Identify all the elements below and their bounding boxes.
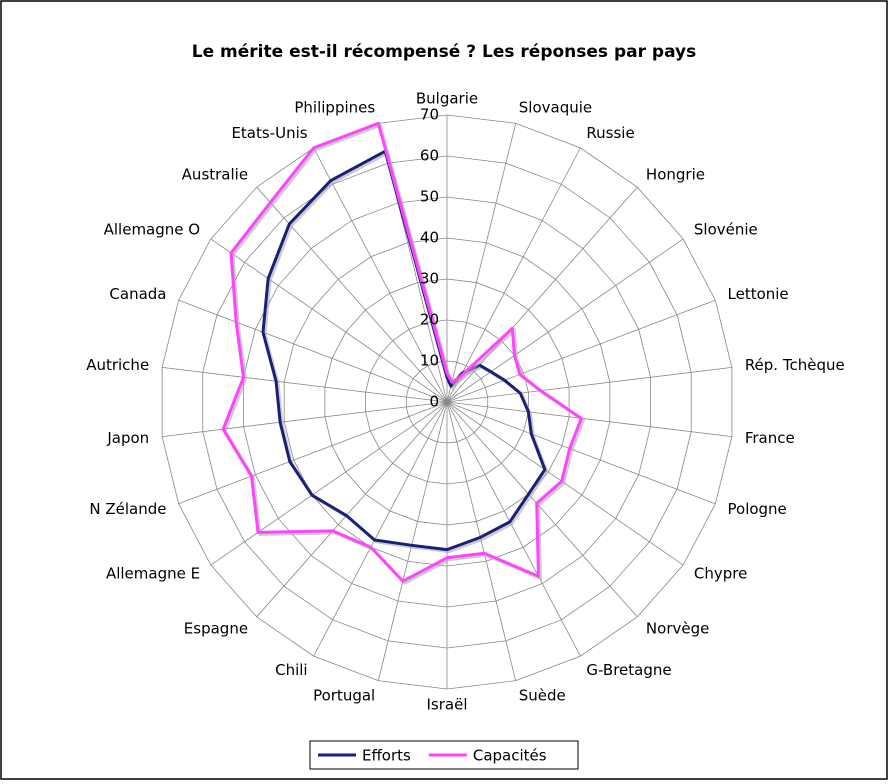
category-label: Bulgarie xyxy=(416,90,478,108)
y-tick-label: 0 xyxy=(429,393,439,411)
category-label: Hongrie xyxy=(646,166,705,184)
category-label: Rép. Tchèque xyxy=(745,356,845,374)
spoke xyxy=(446,123,517,403)
category-label: Chili xyxy=(275,661,307,679)
category-label: Slovénie xyxy=(694,220,758,238)
legend-label: Capacités xyxy=(473,747,547,765)
category-label: Chypre xyxy=(694,565,747,583)
category-label: Etats-Unis xyxy=(231,124,307,142)
category-label: Portugal xyxy=(313,687,375,705)
legend: Efforts Capacités xyxy=(318,747,547,765)
category-label: Espagne xyxy=(184,619,248,637)
legend-label: Efforts xyxy=(362,747,411,765)
y-tick-label: 20 xyxy=(420,311,439,329)
category-label: Allemagne O xyxy=(104,220,200,238)
spoke xyxy=(313,401,448,657)
category-label: Slovaquie xyxy=(519,98,592,116)
category-label: Pologne xyxy=(728,500,787,518)
category-label: Philippines xyxy=(294,98,375,116)
category-label: Allemagne E xyxy=(106,565,200,583)
y-tick-label: 60 xyxy=(420,147,439,165)
category-label: N Zélande xyxy=(89,500,166,518)
spoke xyxy=(210,238,448,403)
spoke xyxy=(256,401,448,618)
spoke xyxy=(178,401,448,505)
spoke xyxy=(446,147,581,403)
category-label: Australie xyxy=(182,166,248,184)
y-tick-label: 70 xyxy=(420,106,439,124)
spoke xyxy=(446,401,517,681)
spoke xyxy=(446,238,684,403)
spoke xyxy=(446,401,638,618)
spoke xyxy=(446,401,581,657)
y-tick-label: 10 xyxy=(420,352,439,370)
spoke xyxy=(446,401,732,437)
category-label: Canada xyxy=(109,285,166,303)
spoke xyxy=(446,401,716,505)
spoke xyxy=(210,401,448,566)
category-label: Norvège xyxy=(646,619,709,637)
y-tick-label: 40 xyxy=(420,229,439,247)
category-label: Israël xyxy=(427,696,468,714)
series-line xyxy=(221,121,583,583)
spoke xyxy=(162,401,448,437)
spoke xyxy=(313,147,448,403)
series xyxy=(221,121,586,585)
chart-title: Le mérite est-il récompensé ? Les répons… xyxy=(192,42,696,62)
spoke xyxy=(162,367,448,403)
spoke xyxy=(377,401,448,681)
series-line xyxy=(261,149,547,552)
category-label: Russie xyxy=(586,124,634,142)
category-label: Autriche xyxy=(86,356,149,374)
category-label: France xyxy=(745,429,795,447)
category-label: Lettonie xyxy=(728,285,789,303)
category-label: Suède xyxy=(519,687,566,705)
spoke xyxy=(446,367,732,403)
y-tick-label: 50 xyxy=(420,188,439,206)
spoke xyxy=(446,299,716,403)
category-label: Japon xyxy=(106,429,149,447)
spoke xyxy=(178,299,448,403)
y-tick-label: 30 xyxy=(420,270,439,288)
category-label: G-Bretagne xyxy=(586,661,671,679)
